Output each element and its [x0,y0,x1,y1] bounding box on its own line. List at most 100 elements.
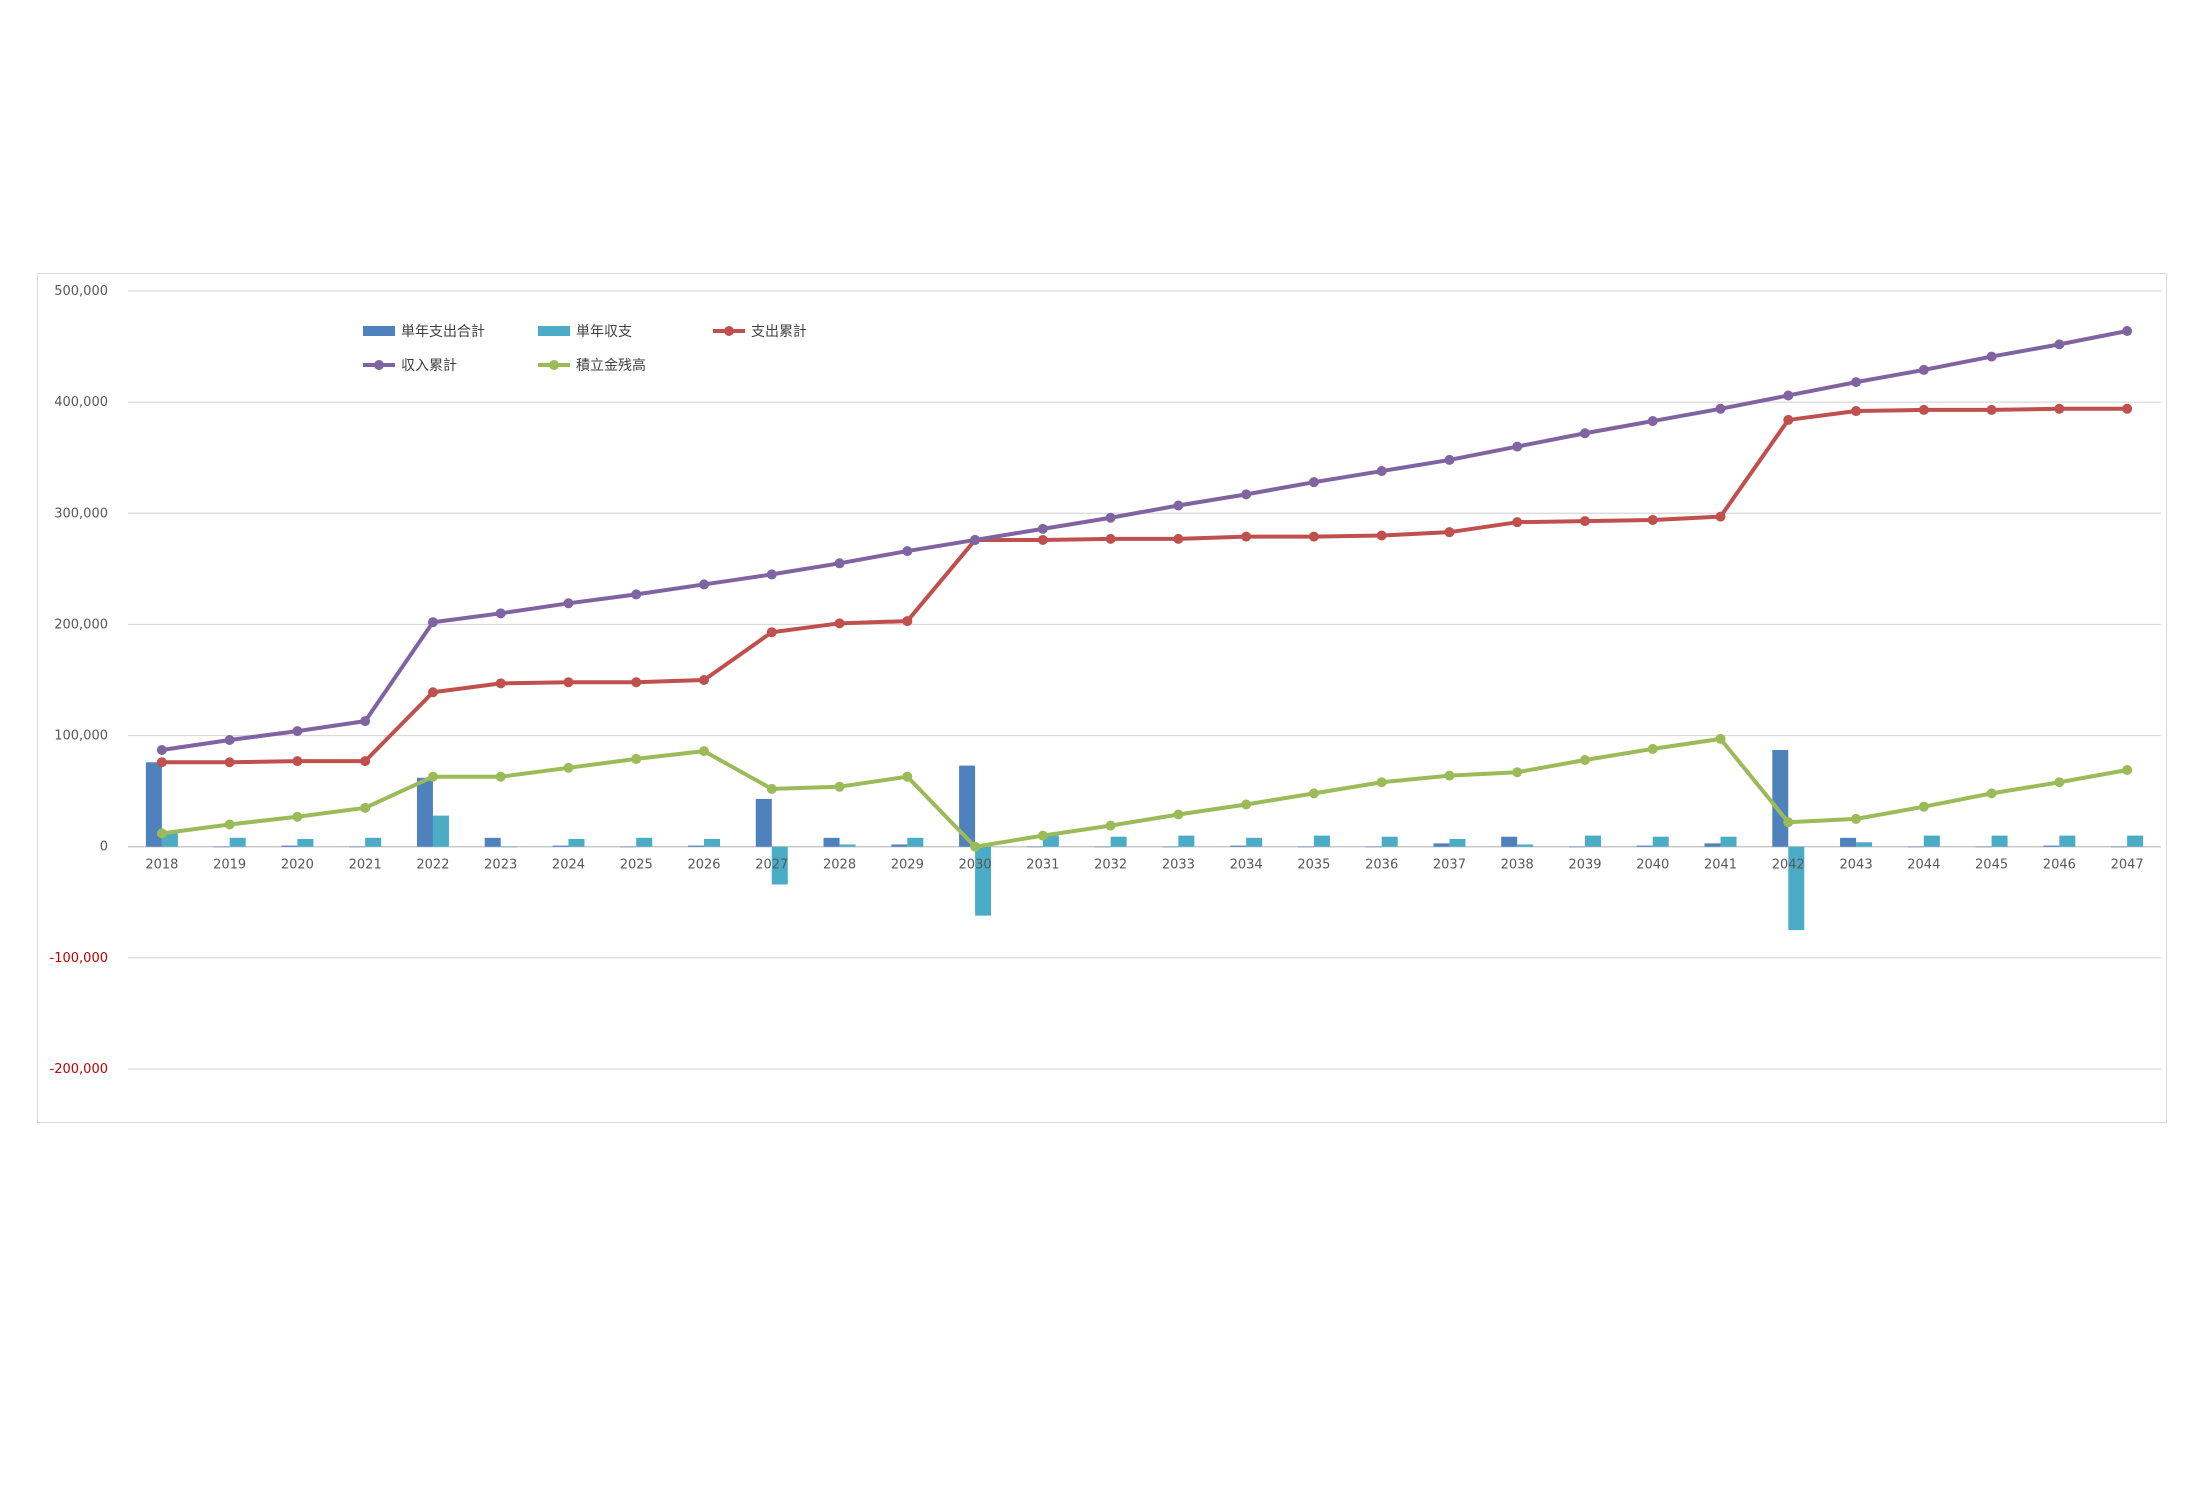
x-tick-label: 2042 [1772,858,1805,873]
bar-expense [416,777,433,847]
x-tick-label: 2025 [620,858,653,873]
data-point [1241,799,1252,810]
bar-balance [1788,846,1805,931]
x-tick-label: 2031 [1026,858,1059,873]
legend-label: 収入累計 [401,358,457,374]
bar-balance [1381,836,1398,847]
bar-expense [2043,845,2060,847]
data-point [1173,500,1184,511]
bar-balance [636,837,653,847]
bar-balance [568,838,585,847]
x-tick-label: 2047 [2111,858,2144,873]
bar-expense [1230,845,1247,847]
data-point [563,762,574,773]
data-point [1783,817,1794,828]
data-point [292,756,303,767]
bar-balance [1110,836,1127,847]
bar-balance [229,837,246,847]
bar-expense [1975,846,1992,848]
data-point [224,819,235,830]
data-point [1173,809,1184,820]
x-tick-label: 2041 [1704,858,1737,873]
x-tick-label: 2034 [1230,858,1263,873]
bar-balance [1923,835,1940,847]
y-tick-label: -200,000 [50,1062,108,1077]
y-tick-label: 400,000 [54,395,108,410]
data-point [1308,788,1319,799]
data-point [1308,531,1319,542]
bar-balance [907,837,924,847]
bar-balance [1178,835,1195,847]
data-point [2054,339,2065,350]
data-point [427,617,438,628]
bar-balance [161,833,178,847]
data-point [1444,770,1455,781]
bar-expense [1297,846,1314,848]
legend-label: 単年支出合計 [401,324,485,340]
data-point [1647,416,1658,427]
bar-balance [500,846,517,848]
x-tick-label: 2036 [1365,858,1398,873]
data-point [834,618,845,629]
bar-balance [1991,835,2008,847]
x-tick-label: 2026 [687,858,720,873]
bar-balance [1720,836,1737,847]
data-point [1647,743,1658,754]
data-point [1579,755,1590,766]
x-tick-label: 2029 [891,858,924,873]
bar-balance [1584,835,1601,847]
data-point [1851,813,1862,824]
x-tick-label: 2045 [1975,858,2008,873]
x-tick-label: 2033 [1162,858,1195,873]
y-axis-ticks: -200,000 -100,000 0 100,000 200,000 300,000 40… [50,284,108,1077]
data-point [292,726,303,737]
data-point [224,757,235,768]
data-point [1579,428,1590,439]
data-point [1918,404,1929,415]
bar-expense [349,846,366,848]
data-point [1918,364,1929,375]
bar-balance [1449,838,1466,847]
data-point [902,616,913,627]
bar-balance [297,838,314,847]
data-point [1444,454,1455,465]
data-point [2054,403,2065,414]
data-point [902,771,913,782]
bar-expense [145,762,162,847]
x-tick-label: 2022 [416,858,449,873]
legend-label: 支出累計 [751,324,807,340]
data-point [1986,351,1997,362]
bar-expense [1636,845,1653,847]
data-point [2122,326,2133,337]
data-point [360,716,371,727]
x-tick-label: 2023 [484,858,517,873]
x-tick-label: 2044 [1907,858,1940,873]
legend-marker [549,360,559,370]
y-tick-label: 0 [100,840,108,855]
series-line [161,736,2128,849]
bar-expense [1501,836,1518,847]
data-point [1851,377,1862,388]
data-point [1715,511,1726,522]
bar-balance [1042,835,1059,847]
data-point [1241,489,1252,500]
bar-expense [213,846,230,848]
x-tick-label: 2027 [755,858,788,873]
data-point [1512,517,1523,528]
y-tick-label: 500,000 [54,284,108,299]
data-point [292,811,303,822]
data-point [1579,516,1590,527]
bar-expense [484,837,501,847]
x-tick-label: 2035 [1297,858,1330,873]
line-series-layer [156,326,2133,852]
data-point [1783,414,1794,425]
data-point [1376,777,1387,788]
data-point [631,677,642,688]
x-tick-label: 2032 [1094,858,1127,873]
bar-expense [1433,843,1450,847]
bar-balance [2059,835,2076,847]
data-point [834,558,845,569]
chart-area: -200,000 -100,000 0 100,000 200,000 300,000 40… [37,273,2167,1123]
data-point [1376,530,1387,541]
